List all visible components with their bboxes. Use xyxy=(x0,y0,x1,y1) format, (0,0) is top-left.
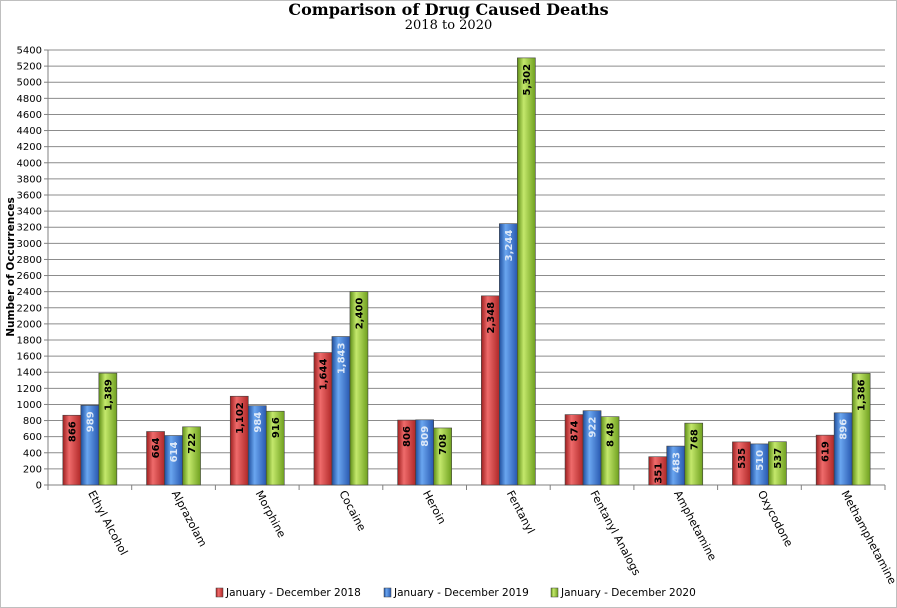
data-label: 510 xyxy=(755,450,766,471)
y-tick-label: 1400 xyxy=(17,368,42,379)
data-label: 1,843 xyxy=(336,343,347,375)
data-label: 922 xyxy=(588,417,599,438)
data-label: 722 xyxy=(187,433,198,454)
bar-3 xyxy=(349,291,369,486)
data-label: 1,389 xyxy=(103,379,114,411)
x-category-label: Fentanyl Analogs xyxy=(587,488,643,578)
data-label: 619 xyxy=(821,441,832,462)
bar-2 xyxy=(499,223,518,486)
legend-swatch xyxy=(550,587,559,598)
y-tick-label: 4800 xyxy=(17,94,42,105)
bars xyxy=(62,57,871,486)
x-category-label: Heroin xyxy=(420,488,448,526)
y-tick-label: 3800 xyxy=(17,174,42,185)
data-label: 2,348 xyxy=(486,302,497,334)
legend: January - December 2018 January - Decembe… xyxy=(215,587,696,599)
data-label: 8 48 xyxy=(606,423,617,447)
data-label: 806 xyxy=(402,426,413,447)
data-label: 708 xyxy=(438,434,449,455)
y-tick-label: 200 xyxy=(23,464,42,475)
x-category-label: Oxycodone xyxy=(755,488,796,549)
x-category-label: Alprazolam xyxy=(169,488,210,549)
y-tick-label: 2800 xyxy=(17,255,42,266)
y-tick-label: 4200 xyxy=(17,142,42,153)
y-tick-label: 600 xyxy=(23,432,42,443)
data-labels: 866 989 1,389 664 614 722 1,102 984 916 1,644 1,84… xyxy=(67,64,867,484)
chart-title: Comparison of Drug Caused Deaths xyxy=(288,0,609,19)
y-tick-label: 800 xyxy=(23,416,42,427)
data-label: 768 xyxy=(689,429,700,450)
data-label: 1,644 xyxy=(318,359,329,391)
data-label: 2,400 xyxy=(354,298,365,330)
x-category-label: Fentanyl xyxy=(504,488,538,536)
y-tick-label: 3400 xyxy=(17,207,42,218)
data-label: 535 xyxy=(737,448,748,469)
legend-label: January - December 2020 xyxy=(560,587,696,599)
x-category-label: Morphine xyxy=(253,488,289,540)
data-label: 1,386 xyxy=(857,379,868,411)
y-tick-label: 1200 xyxy=(17,384,42,395)
y-tick-label: 3200 xyxy=(17,223,42,234)
bar-3 xyxy=(684,422,704,486)
legend-swatch xyxy=(215,587,224,598)
y-tick-label: 2400 xyxy=(17,287,42,298)
bar-3 xyxy=(182,426,201,486)
bar-3 xyxy=(517,57,536,486)
y-tick-label: 3600 xyxy=(17,191,42,202)
gridlines xyxy=(48,49,885,486)
data-label: 614 xyxy=(169,441,180,462)
bar-3 xyxy=(768,441,787,486)
y-tick-label: 4600 xyxy=(17,110,42,121)
y-tick-label: 1600 xyxy=(17,352,42,363)
y-tick-label: 4400 xyxy=(17,126,42,137)
y-tick-label: 5200 xyxy=(17,62,42,73)
data-label: 874 xyxy=(570,421,581,442)
bar-3 xyxy=(851,373,871,486)
data-label: 3,244 xyxy=(504,230,515,262)
data-label: 989 xyxy=(85,411,96,432)
chart-subtitle: 2018 to 2020 xyxy=(404,18,493,33)
data-label: 664 xyxy=(151,437,162,458)
data-label: 1,102 xyxy=(235,402,246,434)
data-label: 537 xyxy=(773,448,784,469)
data-label: 896 xyxy=(839,419,850,440)
y-tick-label: 3000 xyxy=(17,239,42,250)
x-category-label: Cocaine xyxy=(336,488,368,533)
data-label: 866 xyxy=(67,421,78,442)
data-label: 5,302 xyxy=(522,64,533,96)
legend-swatch xyxy=(383,587,392,598)
bar-3 xyxy=(265,410,285,486)
y-tick-label: 2200 xyxy=(17,303,42,314)
data-label: 809 xyxy=(420,426,431,447)
legend-label: January - December 2019 xyxy=(393,587,529,599)
y-tick-label: 5400 xyxy=(17,46,42,57)
x-category-label: Ethyl Alcohol xyxy=(85,488,130,557)
y-tick-label: 1000 xyxy=(17,400,42,411)
x-category-label: Amphetamine xyxy=(671,488,719,563)
legend-label: January - December 2018 xyxy=(225,587,361,599)
y-tick-label: 0 xyxy=(36,481,42,492)
bar-3 xyxy=(98,372,118,486)
y-axis-label: Number of Occurrences xyxy=(5,197,17,337)
bar-3 xyxy=(433,427,452,486)
x-category-label: Methamphetamine xyxy=(839,488,897,586)
data-label: 483 xyxy=(671,452,682,473)
data-label: 916 xyxy=(271,417,282,438)
axes: 0 200 400 600 800 1000 1200 1400 1600 1800 2000 220… xyxy=(17,46,897,587)
bar-3 xyxy=(600,416,620,486)
y-tick-label: 1800 xyxy=(17,336,42,347)
y-tick-label: 2000 xyxy=(17,319,42,330)
y-tick-label: 400 xyxy=(23,448,42,459)
y-tick-label: 4000 xyxy=(17,158,42,169)
data-label: 351 xyxy=(653,463,664,484)
data-label: 984 xyxy=(253,412,264,433)
y-tick-label: 5000 xyxy=(17,78,42,89)
y-tick-label: 2600 xyxy=(17,271,42,282)
